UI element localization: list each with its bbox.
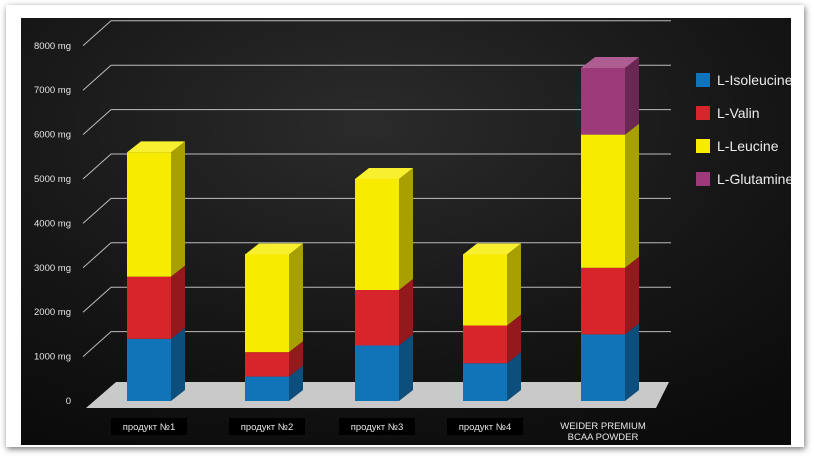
gridline [82, 197, 671, 224]
legend: L-Isoleucine L-Valin L-Leucine L-Glutamine [696, 72, 791, 187]
y-tick-label: 0 [66, 396, 71, 407]
bar-segment [463, 363, 507, 401]
gridline [82, 109, 671, 135]
bar-segment [245, 352, 289, 377]
bar-segment [127, 338, 171, 401]
gridlines [82, 20, 671, 357]
bar-segment [463, 325, 507, 364]
bar-segment [355, 345, 399, 401]
chart-frame: 0 1000 mg 2000 mg 3000 mg 4000 mg 5000 mg 6000… [6, 5, 804, 447]
bar-stack [463, 243, 521, 401]
y-tick-label: 8000 mg [34, 41, 71, 52]
bar-segment-side [289, 341, 303, 377]
bar-stack [245, 243, 303, 401]
legend-label: L-Leucine [717, 138, 779, 154]
bar-segment-side [171, 141, 185, 277]
category-label: продукт №3 [351, 422, 404, 433]
bar-segment-side [507, 243, 521, 326]
legend-label: L-Valin [717, 105, 760, 121]
stacked-bar-chart: 0 1000 mg 2000 mg 3000 mg 4000 mg 5000 mg 6000… [21, 18, 791, 445]
category-label-background [339, 418, 415, 435]
bar-segment [581, 267, 625, 335]
bars [127, 57, 639, 401]
bar-segment-side [625, 57, 639, 135]
bar-top [581, 57, 639, 68]
gridline [82, 242, 671, 269]
bar-segment-side [399, 279, 413, 346]
bar-segment [245, 254, 289, 353]
legend-swatch [696, 172, 710, 186]
bar-segment [355, 290, 399, 346]
bar-top [245, 243, 303, 255]
legend-label: L-Glutamine [717, 171, 791, 187]
bar-segment-side [171, 265, 185, 339]
bar-segment [245, 376, 289, 401]
bar-segment [355, 179, 399, 290]
legend-swatch [696, 73, 710, 87]
category-label-background [229, 418, 305, 435]
bar-segment [581, 334, 625, 401]
bar-segment [127, 276, 171, 339]
legend-label: L-Isoleucine [717, 72, 791, 88]
category-labels: продукт №1 продукт №2 продукт №3 продукт №4… [111, 418, 646, 443]
category-label-background [111, 418, 187, 435]
y-tick-label: 7000 mg [34, 85, 71, 96]
bar-segment-side [625, 256, 639, 335]
bar-segment [581, 134, 625, 268]
y-tick-label: 4000 mg [34, 218, 71, 229]
bar-segment-side [507, 352, 521, 401]
bar-stack [127, 141, 185, 401]
bar-top [463, 243, 521, 255]
y-tick-label: 2000 mg [34, 307, 71, 318]
gridline [82, 64, 671, 91]
y-tick-label: 3000 mg [34, 263, 71, 274]
y-tick-label: 6000 mg [34, 130, 71, 141]
bar-segment [581, 68, 625, 135]
category-label: WEIDER PREMIUM [560, 421, 646, 432]
category-label: продукт №2 [241, 422, 294, 433]
y-tick-label: 1000 mg [34, 352, 71, 363]
legend-swatch [696, 106, 710, 120]
bar-segment-side [507, 314, 521, 364]
category-label: BCAA POWDER [568, 432, 639, 443]
bar-stack [581, 57, 639, 401]
bar-segment [463, 254, 507, 326]
bar-top [355, 168, 413, 179]
bar-segment-side [289, 365, 303, 401]
bar-stack [355, 168, 413, 401]
y-axis-ticks: 0 1000 mg 2000 mg 3000 mg 4000 mg 5000 mg 6000… [34, 41, 71, 407]
bar-segment-side [625, 123, 639, 268]
gridline [82, 153, 671, 180]
bar-segment-side [625, 323, 639, 401]
bar-segment-side [289, 243, 303, 353]
category-label: продукт №4 [459, 422, 512, 433]
gridline [82, 20, 671, 47]
category-label: продукт №1 [123, 422, 176, 433]
bar-segment-side [171, 327, 185, 401]
y-tick-label: 5000 mg [34, 174, 71, 185]
bar-top [127, 141, 185, 153]
category-label-background [447, 418, 523, 435]
bar-segment [127, 152, 171, 277]
bar-segment-side [399, 168, 413, 290]
legend-swatch [696, 139, 710, 153]
bar-segment-side [399, 334, 413, 401]
